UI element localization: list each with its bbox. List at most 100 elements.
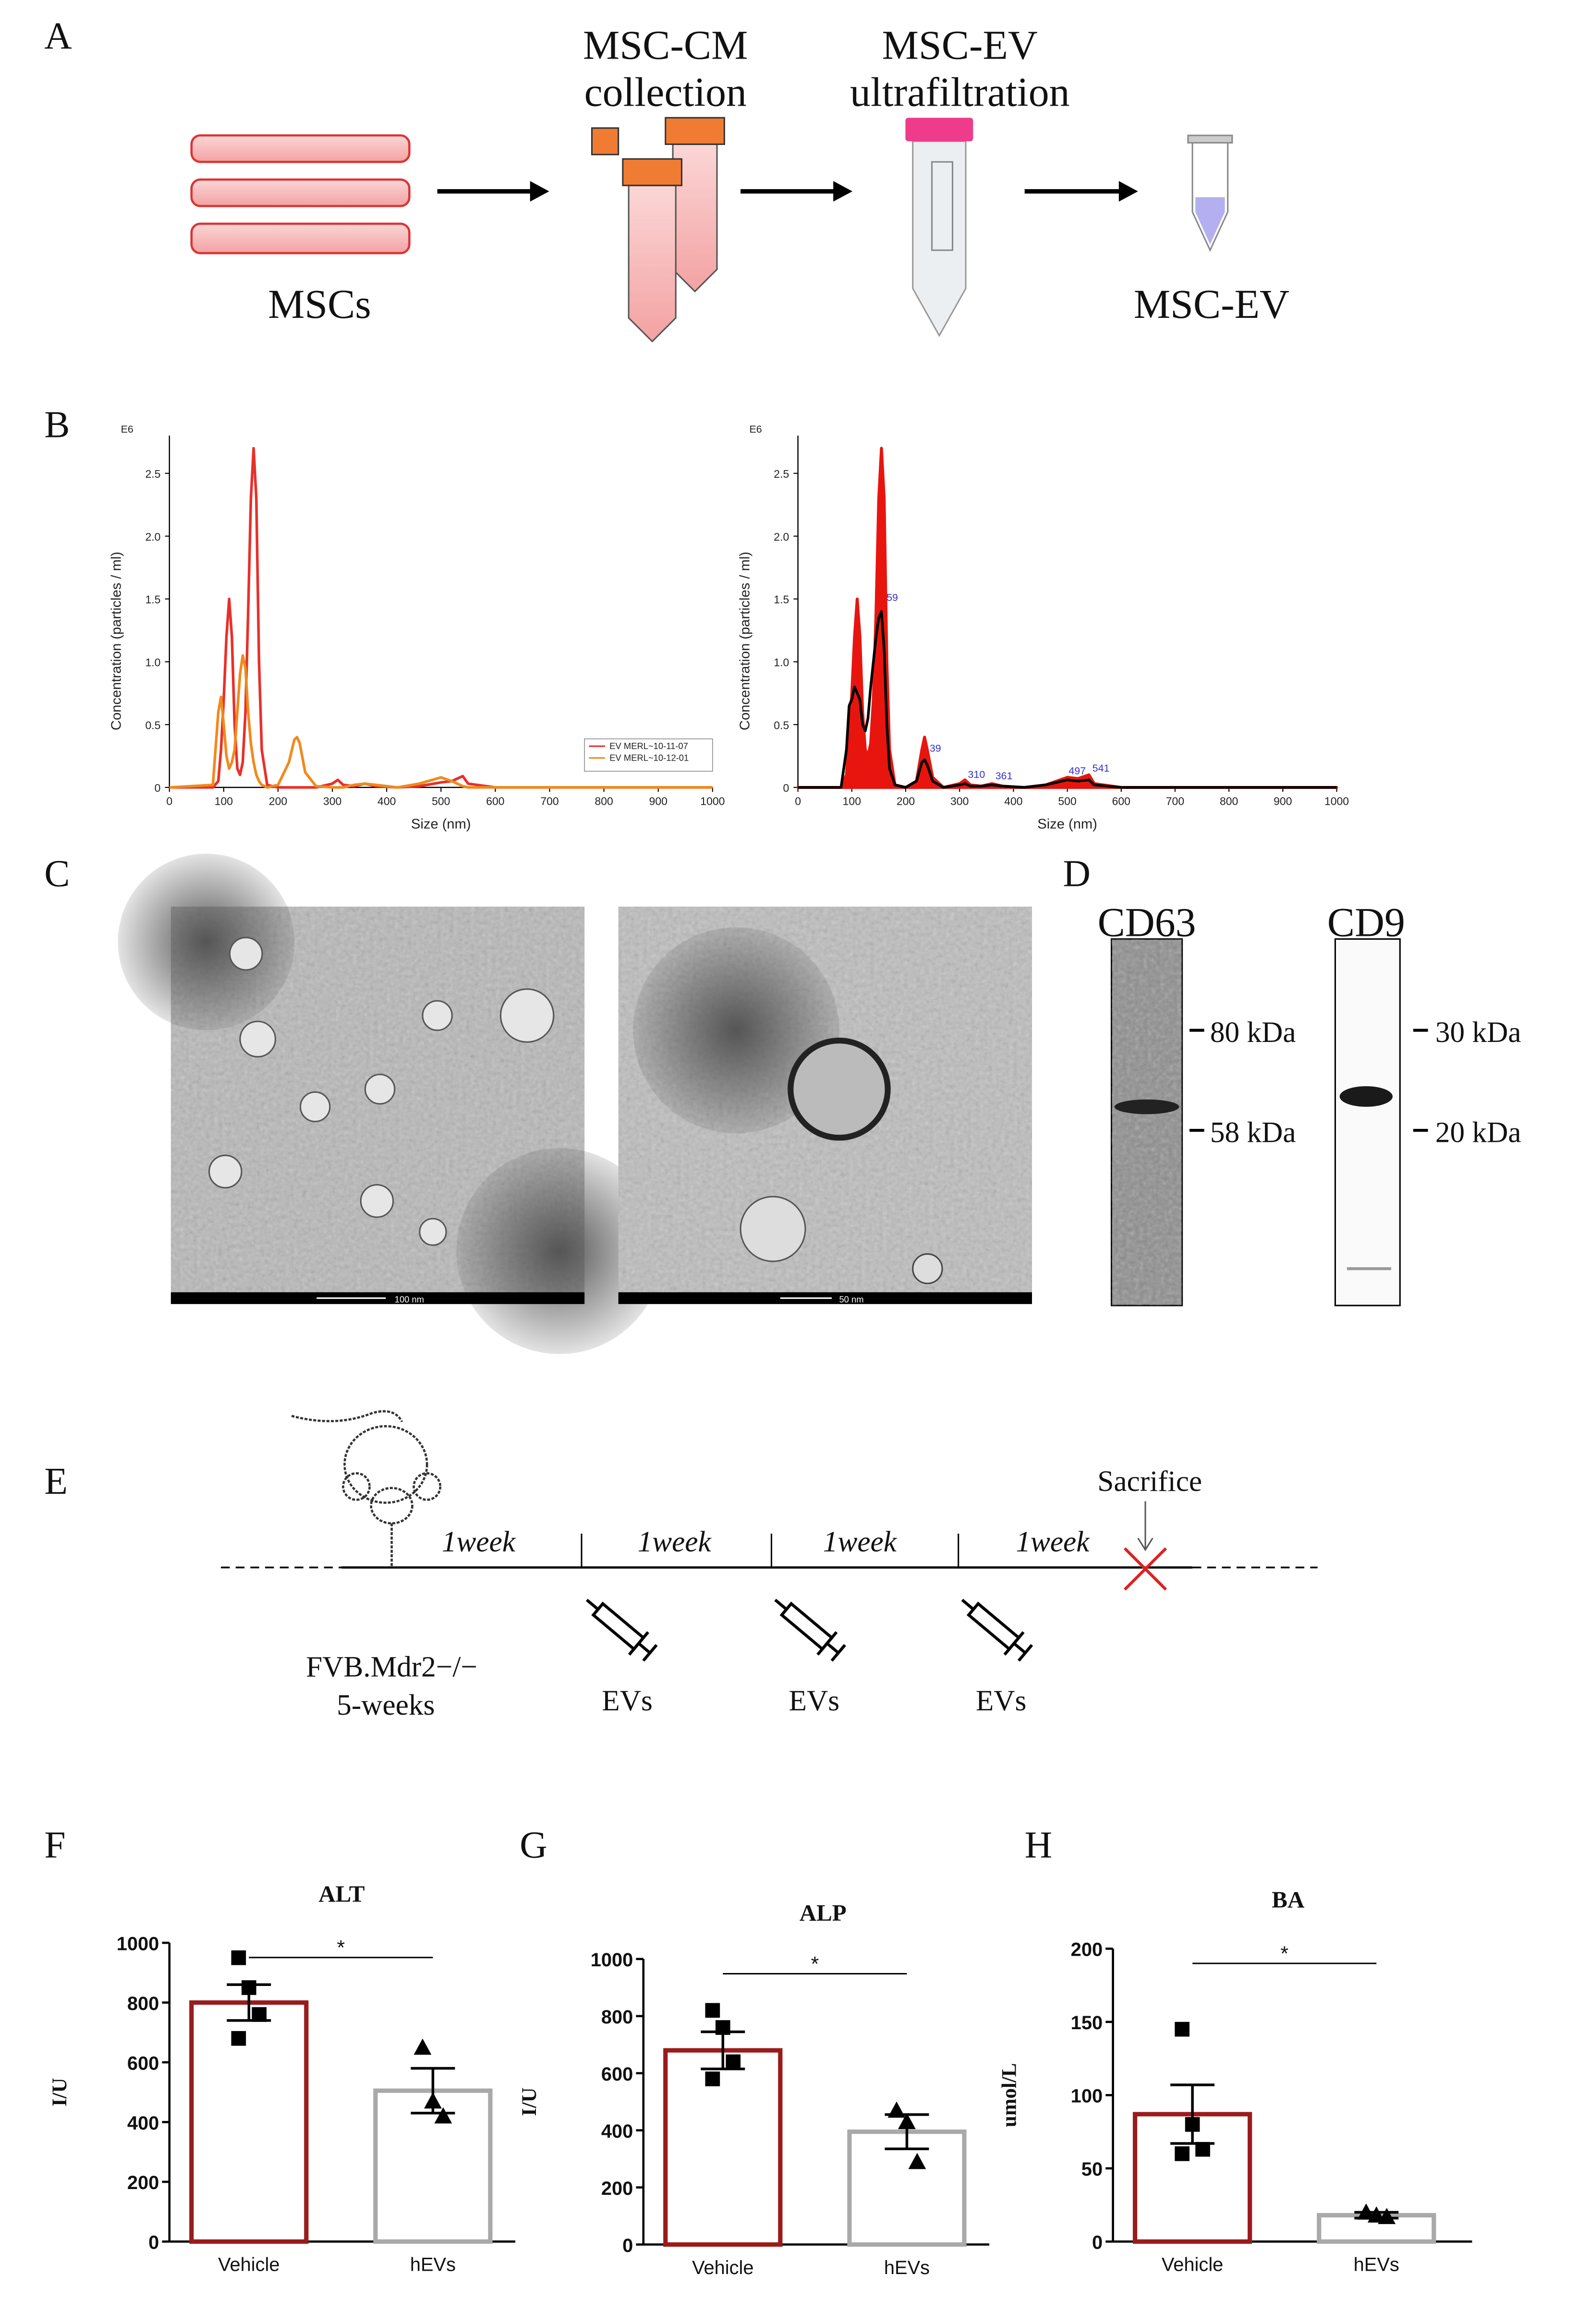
- data-point: [705, 2003, 720, 2018]
- bar: [189, 2000, 309, 2244]
- y-tick-label: 600: [601, 2064, 633, 2085]
- x-tick-label: 600: [486, 795, 504, 808]
- x-tick-label: Vehicle: [1162, 2254, 1223, 2276]
- y-tick-label: 2.0: [774, 531, 789, 543]
- x-axis-label: Size (nm): [411, 817, 471, 832]
- timeline: 1week 1week 1week 1week Sacrifice EVs EV…: [221, 1410, 1318, 1721]
- data-point: [715, 2020, 730, 2035]
- nta-chart: 0 100 200 300 400 500 600 700 800 900 1000 0 0.5 1.0 1…: [109, 424, 725, 832]
- data-point: [1367, 2206, 1385, 2223]
- x-tick-label: 1000: [700, 795, 725, 808]
- panel-label: E: [44, 1460, 68, 1502]
- y-tick-label: 0: [783, 782, 789, 794]
- step-label: ultrafiltration: [850, 70, 1070, 115]
- panel-label: B: [44, 403, 70, 446]
- x-tick-label: 900: [649, 795, 668, 808]
- legend-box: [584, 738, 713, 772]
- interval-label: 1week: [1016, 1525, 1090, 1558]
- x-tick-label: 600: [1112, 795, 1130, 808]
- data-point: [726, 2054, 741, 2070]
- y-tick-label: 600: [127, 2053, 159, 2074]
- step-label: MSC-EV: [882, 23, 1038, 68]
- scale-bar-label: 100 nm: [395, 1295, 424, 1305]
- workflow: MSCs MSC-CM collection MSC-EV ultrafiltr…: [190, 23, 1289, 343]
- chart-title: ALT: [318, 1880, 364, 1907]
- data-point: [231, 2031, 246, 2046]
- data-point: [1378, 2208, 1396, 2224]
- size-marker: 58 kDa: [1210, 1116, 1296, 1149]
- peak-label: 39: [930, 742, 941, 754]
- interval-label: 1week: [638, 1525, 712, 1558]
- size-marker: 30 kDa: [1435, 1016, 1521, 1049]
- y-tick-label: 1.0: [145, 656, 160, 668]
- arrows: [437, 181, 1138, 202]
- x-tick-label: Vehicle: [218, 2254, 279, 2276]
- x-tick-label: 800: [1220, 795, 1238, 808]
- x-tick-label: 300: [323, 795, 341, 808]
- data-point: [241, 1980, 256, 1995]
- line: [169, 654, 713, 789]
- bar-chart: ALP I/U 0 200 400 600 800 1000 Vehicle hEVs *: [518, 1900, 990, 2278]
- x-tick-label: 1000: [1324, 795, 1349, 808]
- panel-label: H: [1025, 1824, 1053, 1866]
- y-tick-label: 1000: [591, 1949, 633, 1971]
- data-point: [231, 1950, 246, 1965]
- data-point: [1175, 2021, 1189, 2037]
- y-tick-label: 0: [155, 782, 161, 794]
- data-point: [898, 2113, 916, 2130]
- y-tick-label: 400: [601, 2121, 633, 2142]
- significance-label: *: [1280, 1942, 1288, 1965]
- data-point: [908, 2153, 926, 2169]
- step-label: MSC-CM: [583, 23, 748, 68]
- x-tick-label: 700: [1166, 795, 1184, 808]
- y-tick-label: 1.5: [774, 593, 789, 606]
- size-marker: 80 kDa: [1210, 1016, 1296, 1049]
- treatment-label: EVs: [976, 1684, 1027, 1717]
- treatment-label: EVs: [789, 1684, 840, 1717]
- tubes: [591, 117, 1233, 343]
- event-label: Sacrifice: [1097, 1465, 1202, 1498]
- y-tick-label: 800: [601, 2007, 633, 2028]
- y-tick-label: 400: [127, 2113, 159, 2134]
- legend: EV MERL~10-11-07 EV MERL~10-12-01: [584, 738, 713, 772]
- y-tick-label: 50: [1081, 2159, 1103, 2180]
- significance-label: *: [337, 1937, 345, 1960]
- y-tick-label: 200: [127, 2172, 159, 2193]
- sacrifice-mark: [1123, 1547, 1167, 1591]
- data-point: [1175, 2146, 1189, 2161]
- size-marker: 20 kDa: [1435, 1116, 1521, 1149]
- data-point: [252, 2007, 267, 2022]
- y-tick-label: 2.0: [145, 531, 160, 543]
- syringes: [585, 1598, 1033, 1662]
- significance-label: *: [811, 1952, 819, 1975]
- peak-label: 541: [1092, 763, 1110, 774]
- panel-labels: A B C D E F G H: [44, 15, 1091, 1866]
- peak-label: 361: [995, 770, 1013, 782]
- data-point: [887, 2101, 906, 2118]
- x-tick-label: 0: [166, 795, 172, 808]
- y-multiplier: E6: [121, 424, 134, 435]
- data-point: [413, 2038, 432, 2055]
- panel-label: C: [44, 852, 70, 895]
- y-axis-label: I/U: [518, 2087, 541, 2116]
- legend-label: EV MERL~10-12-01: [609, 753, 689, 763]
- y-tick-label: 200: [601, 2178, 633, 2199]
- peak-label: 310: [968, 769, 985, 780]
- y-axis-label: Concentration (particles / ml): [109, 552, 124, 730]
- bar-chart: ALT I/U 0 200 400 600 800 1000 Vehicle hEVs *: [49, 1880, 516, 2276]
- protein-label: CD9: [1327, 899, 1405, 945]
- x-tick-label: 900: [1274, 795, 1292, 808]
- western-blot: CD63 80 kDa 58 kDa CD9 30 kDa 20 kDa: [1098, 899, 1521, 1307]
- step-label: collection: [584, 70, 747, 115]
- bar: [663, 2048, 783, 2247]
- interval-label: 1week: [823, 1525, 898, 1558]
- bar: [847, 2129, 967, 2247]
- x-tick-label: hEVs: [410, 2254, 456, 2276]
- peak-label: 59: [886, 592, 898, 603]
- x-tick-label: 700: [540, 795, 558, 808]
- x-tick-label: Vehicle: [692, 2257, 753, 2278]
- data-point: [705, 2071, 720, 2086]
- bar-chart: BA umol/L 0 50 100 150 200 Vehicle hEVs *: [998, 1887, 1472, 2276]
- y-tick-label: 0.5: [774, 719, 789, 731]
- bar: [373, 2088, 493, 2244]
